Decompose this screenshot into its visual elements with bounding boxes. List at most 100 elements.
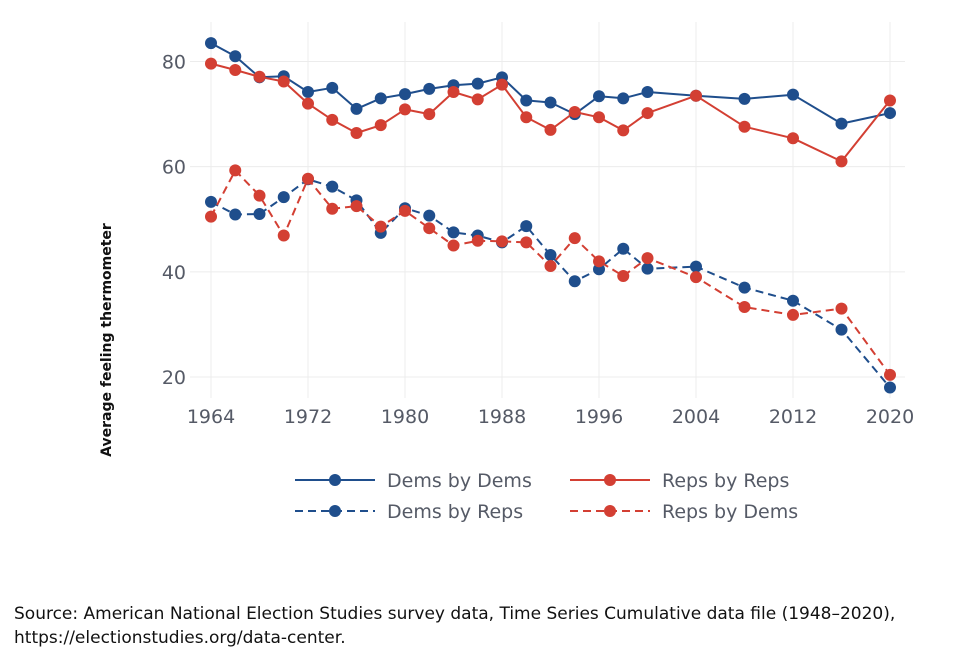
legend-marker: [604, 474, 616, 486]
data-point-reps-by-reps: [496, 78, 508, 91]
legend-item-reps-by-reps: Reps by Reps: [570, 470, 789, 492]
grid: [190, 22, 905, 398]
data-point-reps-by-dems: [374, 220, 387, 233]
data-point-dems-by-dems: [350, 102, 363, 115]
data-point-reps-by-dems: [447, 239, 460, 252]
data-point-reps-by-reps: [617, 124, 630, 137]
data-point-reps-by-dems: [496, 235, 508, 248]
data-point-reps-by-dems: [787, 308, 799, 321]
data-point-dems-by-dems: [835, 117, 848, 130]
series-line-dems-by-reps: [210, 178, 891, 389]
data-point-reps-by-dems: [544, 260, 557, 273]
series-line-dems-by-dems: [210, 42, 891, 125]
data-point-dems-by-dems: [593, 90, 605, 103]
data-point-dems-by-dems: [205, 37, 217, 50]
data-point-dems-by-dems: [787, 88, 799, 101]
data-point-reps-by-reps: [884, 94, 896, 107]
source-line-1: Source: American National Election Studi…: [14, 604, 896, 624]
legend-label: Reps by Reps: [662, 470, 789, 492]
data-point-dems-by-dems: [641, 86, 654, 99]
legend-marker: [604, 505, 616, 517]
data-point-reps-by-reps: [350, 127, 363, 140]
y-tick-label: 80: [162, 52, 186, 74]
x-tick-label: 1988: [478, 406, 526, 428]
data-point-dems-by-reps: [884, 381, 896, 394]
x-tick-label: 2004: [672, 406, 720, 428]
data-point-dems-by-dems: [399, 88, 411, 101]
data-point-dems-by-dems: [423, 82, 436, 95]
data-point-dems-by-reps: [205, 195, 217, 208]
data-point-dems-by-reps: [690, 260, 702, 273]
series-reps-by-dems: [205, 164, 896, 381]
data-point-dems-by-dems: [520, 94, 533, 107]
data-point-dems-by-reps: [835, 323, 848, 336]
series-layer: [205, 37, 896, 394]
x-tick-label: 2012: [769, 406, 817, 428]
data-point-dems-by-dems: [326, 81, 339, 94]
x-tick-label: 1996: [575, 406, 623, 428]
y-tick-label: 40: [162, 262, 186, 284]
legend-label: Reps by Dems: [662, 501, 798, 523]
data-point-reps-by-dems: [835, 302, 848, 315]
series-line-reps-by-dems: [210, 169, 891, 376]
data-point-dems-by-dems: [302, 86, 314, 99]
data-point-reps-by-dems: [884, 368, 896, 381]
data-point-reps-by-dems: [302, 172, 314, 185]
data-point-dems-by-reps: [617, 242, 630, 255]
source-note: Source: American National Election Studi…: [14, 602, 974, 650]
y-tick-label: 60: [162, 157, 186, 179]
data-point-dems-by-reps: [544, 249, 557, 262]
data-point-dems-by-reps: [326, 180, 339, 193]
legend-label: Dems by Reps: [387, 501, 523, 523]
data-point-dems-by-reps: [520, 220, 533, 233]
legend: Dems by Dems Reps by Reps Dems by Reps Reps…: [295, 470, 798, 523]
legend-label: Dems by Dems: [387, 470, 532, 492]
data-point-reps-by-dems: [690, 271, 702, 284]
source-line-2: https://electionstudies.org/data-center.: [14, 628, 346, 648]
series-line-reps-by-reps: [210, 62, 891, 163]
x-tick-label: 1980: [381, 406, 429, 428]
series-dems-by-dems: [205, 37, 896, 130]
data-point-reps-by-reps: [229, 63, 242, 76]
data-point-dems-by-dems: [884, 107, 896, 120]
data-point-reps-by-reps: [374, 119, 387, 132]
data-point-reps-by-dems: [399, 204, 411, 217]
legend-item-dems-by-dems: Dems by Dems: [295, 470, 532, 492]
data-point-dems-by-reps: [787, 294, 799, 307]
data-point-reps-by-reps: [277, 75, 290, 88]
data-point-reps-by-dems: [593, 255, 605, 268]
data-point-dems-by-reps: [253, 208, 266, 220]
data-point-reps-by-reps: [471, 93, 484, 106]
data-point-reps-by-dems: [641, 252, 654, 265]
data-point-reps-by-dems: [205, 210, 217, 223]
x-tick-label: 1964: [187, 406, 235, 428]
data-point-reps-by-reps: [787, 132, 799, 145]
legend-marker: [329, 505, 341, 517]
data-point-reps-by-reps: [544, 123, 557, 136]
data-point-reps-by-dems: [617, 270, 630, 283]
data-point-dems-by-dems: [471, 77, 484, 90]
data-point-reps-by-dems: [229, 164, 242, 177]
data-point-reps-by-reps: [641, 107, 654, 120]
legend-item-reps-by-dems: Reps by Dems: [570, 501, 798, 523]
data-point-reps-by-reps: [253, 70, 266, 83]
data-point-dems-by-reps: [277, 191, 290, 204]
x-tick-label: 1972: [284, 406, 332, 428]
data-point-reps-by-dems: [350, 200, 363, 213]
data-point-dems-by-dems: [738, 92, 751, 105]
data-point-reps-by-reps: [738, 120, 751, 133]
data-point-reps-by-dems: [520, 236, 533, 249]
axes: Average feeling thermometer 20 40 60 80 1964…: [99, 52, 914, 457]
legend-marker: [329, 474, 341, 486]
data-point-reps-by-reps: [690, 89, 702, 102]
y-axis-label: Average feeling thermometer: [99, 223, 115, 457]
x-tick-label: 2020: [866, 406, 914, 428]
data-point-reps-by-dems: [568, 232, 581, 245]
data-point-reps-by-reps: [326, 113, 339, 126]
data-point-dems-by-reps: [641, 262, 654, 275]
data-point-dems-by-dems: [229, 50, 242, 63]
data-point-dems-by-dems: [374, 92, 387, 105]
series-reps-by-reps: [205, 57, 896, 168]
data-point-reps-by-dems: [423, 222, 436, 235]
data-point-dems-by-reps: [423, 209, 436, 222]
